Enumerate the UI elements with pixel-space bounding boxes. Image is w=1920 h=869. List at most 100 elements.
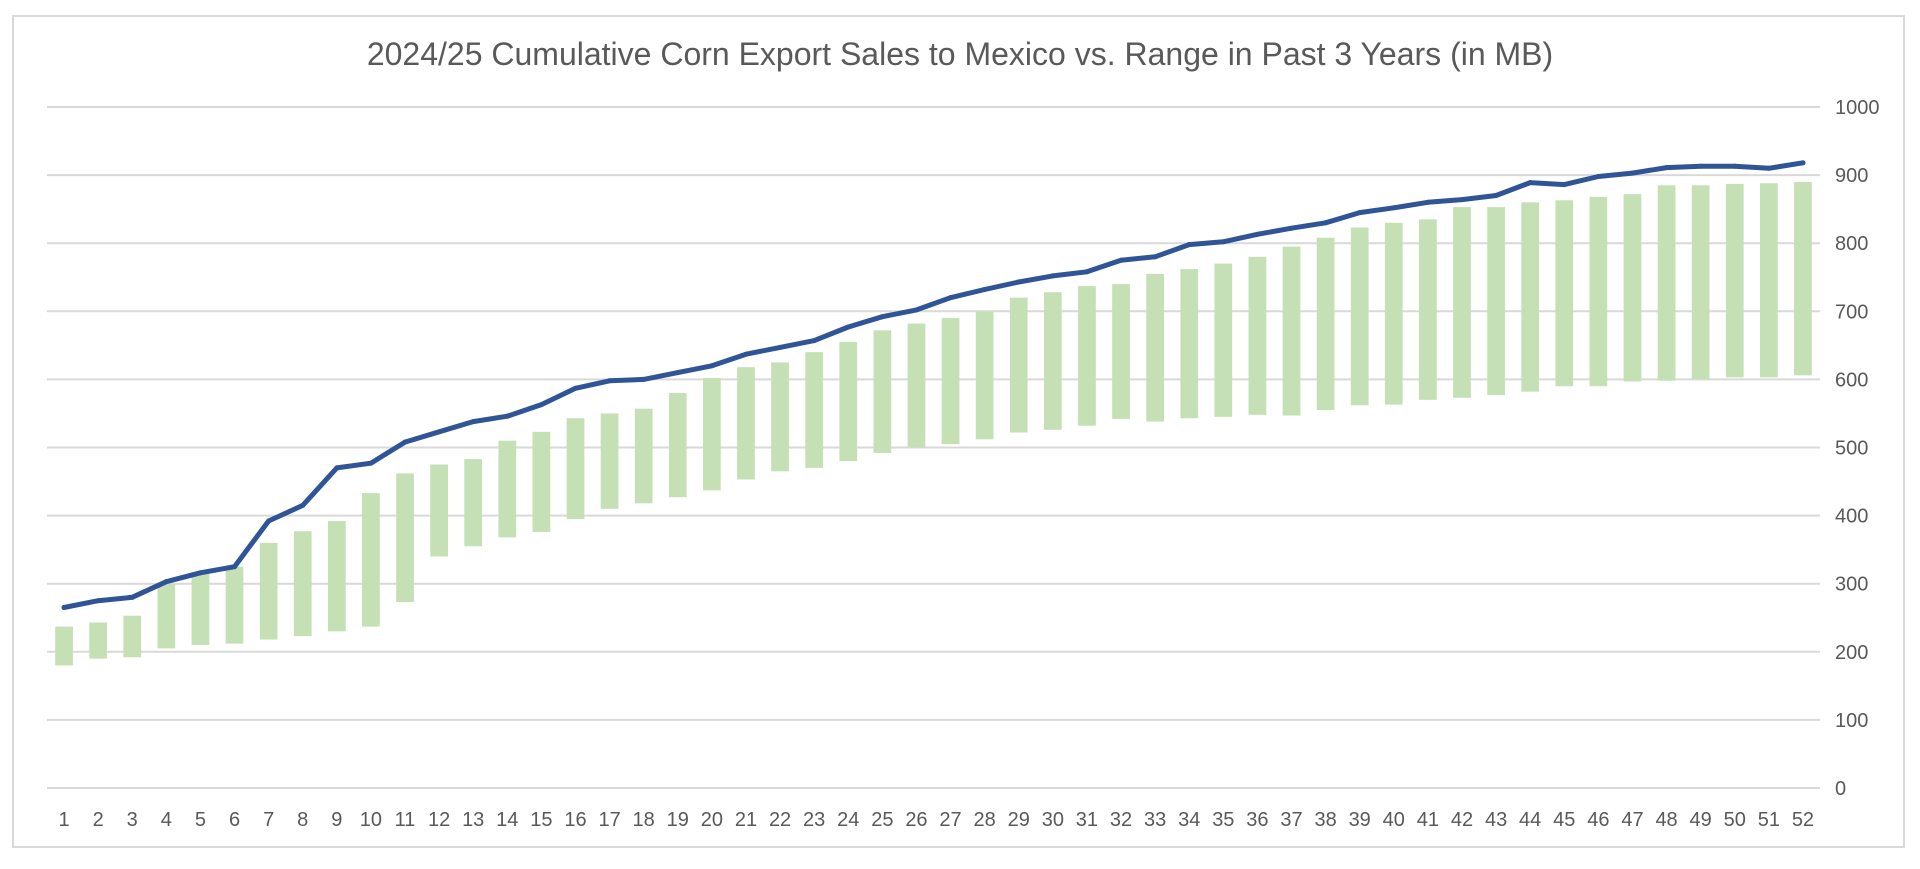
series-point [402, 439, 408, 445]
range-bars [55, 181, 1812, 666]
series-point [266, 518, 272, 524]
x-tick-label: 38 [1314, 809, 1336, 831]
y-tick-label: 900 [1835, 165, 1868, 187]
series-point [743, 351, 749, 357]
range-bar [362, 493, 380, 627]
y-tick-label: 100 [1835, 710, 1868, 732]
series-point [1698, 163, 1704, 169]
range-bar [1589, 196, 1608, 387]
range-bar [1146, 273, 1164, 422]
range-bar [941, 318, 960, 445]
range-bar [566, 418, 585, 520]
x-tick-label: 12 [428, 809, 450, 831]
series-point [1425, 199, 1431, 205]
x-tick-label: 47 [1621, 809, 1643, 831]
range-bar [1725, 183, 1744, 378]
range-bar [1419, 219, 1437, 400]
chart-title: 2024/25 Cumulative Corn Export Sales to … [366, 36, 1554, 72]
range-bar [600, 413, 619, 509]
series-point [948, 295, 954, 301]
series-point [845, 324, 851, 330]
series-point [1493, 193, 1499, 199]
range-bar [430, 464, 448, 557]
x-tick-label: 48 [1655, 809, 1677, 831]
x-tick-label: 1 [58, 809, 69, 831]
series-point [334, 465, 340, 471]
x-tick-label: 4 [161, 809, 172, 831]
range-bar [1282, 246, 1301, 416]
x-tick-label: 8 [297, 809, 308, 831]
range-bar [873, 330, 892, 453]
x-tick-label: 39 [1349, 809, 1371, 831]
x-tick-label: 13 [462, 809, 484, 831]
range-bar [259, 542, 278, 640]
series-point [1391, 205, 1397, 211]
range-bar [89, 622, 108, 659]
range-bar [327, 521, 346, 632]
y-tick-label: 1000 [1835, 97, 1880, 119]
range-bar [396, 473, 414, 603]
x-tick-label: 52 [1792, 809, 1814, 831]
gridlines [47, 106, 1820, 789]
x-tick-label: 20 [701, 809, 723, 831]
range-bar [1078, 286, 1096, 426]
range-bar [1316, 237, 1335, 411]
x-tick-label: 50 [1724, 809, 1746, 831]
y-tick-label: 200 [1835, 642, 1868, 664]
range-bar [1691, 185, 1710, 380]
range-bar [1453, 207, 1471, 398]
range-bar [1112, 284, 1130, 419]
series-point [1664, 165, 1670, 171]
series-point [913, 307, 919, 313]
series-point [300, 502, 306, 508]
series-point [1527, 180, 1533, 186]
x-tick-label: 22 [769, 809, 791, 831]
range-bar [1521, 202, 1540, 392]
series-point [470, 419, 476, 425]
range-bar [55, 626, 73, 666]
range-bar [771, 362, 789, 472]
x-tick-label: 41 [1417, 809, 1439, 831]
y-tick-label: 700 [1835, 301, 1868, 323]
range-bar [1384, 222, 1403, 405]
series-point [1357, 210, 1363, 216]
series-point [1766, 165, 1772, 171]
series-point [1800, 160, 1806, 166]
range-bar [1555, 200, 1574, 387]
x-tick-label: 35 [1212, 809, 1234, 831]
x-tick-label: 10 [360, 809, 382, 831]
series-point [61, 605, 67, 611]
range-bar [1794, 181, 1812, 376]
series-point [1016, 279, 1022, 285]
series-point [1323, 220, 1329, 226]
series-point [777, 344, 783, 350]
x-tick-label: 3 [127, 809, 138, 831]
x-tick-label: 28 [974, 809, 996, 831]
x-tick-label: 23 [803, 809, 825, 831]
x-axis-ticks: 1 2 3 4 5 6 7 8 9 10 11 12 13 14 15 16 17 18 19 20 21 22 23 24 2… [58, 809, 1814, 831]
y-tick-label: 500 [1835, 438, 1868, 460]
x-tick-label: 17 [598, 809, 620, 831]
series-point [129, 594, 135, 600]
x-tick-label: 26 [905, 809, 927, 831]
series-point [197, 570, 203, 576]
range-bar [191, 573, 210, 645]
series-point [982, 287, 988, 293]
series-point [1289, 225, 1295, 231]
series-point [538, 402, 544, 408]
x-tick-label: 6 [229, 809, 240, 831]
range-bar [464, 459, 483, 547]
range-bar [1214, 263, 1233, 417]
series-point [1152, 254, 1158, 260]
range-bar [737, 367, 755, 480]
series-point [1084, 269, 1090, 275]
y-tick-label: 400 [1835, 506, 1868, 528]
x-tick-label: 5 [195, 809, 206, 831]
x-tick-label: 37 [1280, 809, 1302, 831]
range-bar [1487, 207, 1505, 396]
range-bar [532, 431, 551, 532]
series-point [1629, 170, 1635, 176]
range-bar [975, 311, 994, 440]
series-point [232, 564, 238, 570]
x-tick-label: 30 [1042, 809, 1064, 831]
